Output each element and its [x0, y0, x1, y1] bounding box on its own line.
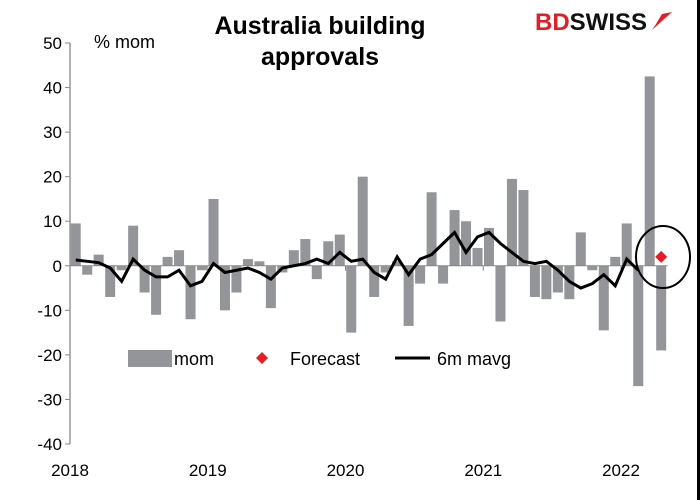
bar-mom: [541, 265, 552, 300]
bar-mom: [449, 210, 460, 266]
bar-mom: [105, 265, 116, 297]
y-tick-label: 20: [43, 168, 62, 187]
bar-mom: [151, 265, 162, 315]
bar-mom: [254, 261, 265, 266]
y-tick-label: 30: [43, 123, 62, 142]
bar-mom: [621, 223, 632, 266]
bar-mom: [265, 265, 276, 309]
bar-mom: [369, 265, 380, 297]
bar-mom: [461, 221, 472, 266]
legend-swatch-forecast: [256, 352, 268, 364]
bar-mom: [300, 239, 311, 266]
y-tick-label: 10: [43, 212, 62, 231]
x-tick-label: 2020: [327, 461, 365, 480]
bar-mom: [128, 225, 139, 266]
y-tick-label: 40: [43, 79, 62, 98]
bar-mom: [185, 265, 196, 320]
bar-mom: [575, 232, 586, 266]
chart-title-line-1: Australia building: [214, 12, 425, 40]
x-tick-label: 2021: [464, 461, 502, 480]
bar-mom: [644, 76, 655, 266]
svg-text:BDSWISS: BDSWISS: [535, 9, 647, 36]
series-6m-mavg-line: [75, 229, 640, 290]
legend-swatch-mom: [128, 350, 172, 367]
bar-mom: [323, 241, 334, 266]
bar-mom: [197, 265, 208, 271]
forecast-point: [655, 250, 668, 263]
bar-mom: [610, 256, 621, 266]
bar-mom: [357, 176, 368, 266]
bar-mom: [231, 265, 242, 293]
bar-mom: [506, 178, 517, 266]
bar-mom: [380, 265, 391, 273]
bar-mom: [472, 247, 483, 266]
bar-mom: [552, 265, 563, 293]
frame-border: [697, 0, 700, 500]
bar-mom: [208, 198, 219, 266]
y-axis-label: % mom: [94, 32, 155, 52]
chart-title-line-2: approvals: [261, 43, 379, 71]
bar-mom: [587, 265, 598, 271]
bar-mom: [392, 261, 403, 266]
bar-mom: [518, 190, 529, 266]
bar-mom: [139, 265, 150, 293]
logo-arrow-icon: [652, 12, 672, 30]
bar-mom: [116, 265, 127, 271]
bar-mom: [633, 265, 644, 387]
bar-mom: [82, 265, 93, 275]
bar-mom: [174, 250, 185, 266]
y-tick-label: -40: [37, 435, 62, 454]
y-tick-label: -30: [37, 390, 62, 409]
x-tick-label: 2019: [189, 461, 227, 480]
y-tick-label: 50: [43, 34, 62, 53]
bar-mom: [288, 250, 299, 266]
logo: BDSWISS: [535, 9, 672, 36]
bar-mom: [656, 265, 667, 351]
bar-mom: [438, 265, 449, 284]
x-tick-label: 2018: [51, 461, 89, 480]
bar-mom: [162, 256, 173, 266]
legend-label-forecast: Forecast: [290, 349, 360, 369]
legend-label-6m-mavg: 6m mavg: [437, 349, 511, 369]
bar-mom: [311, 265, 322, 280]
bar-mom: [242, 259, 253, 266]
legend-label-mom: mom: [174, 349, 214, 369]
bar-mom: [529, 265, 540, 297]
bar-mom: [483, 227, 494, 266]
bar-mom: [346, 265, 357, 333]
bar-mom: [495, 265, 506, 322]
y-tick-label: -10: [37, 301, 62, 320]
bar-mom: [219, 265, 230, 311]
bar-mom: [93, 254, 104, 266]
bar-mom: [426, 192, 437, 266]
bar-mom: [70, 223, 81, 266]
legend: mom Forecast 6m mavg: [128, 349, 511, 369]
x-tick-label: 2022: [602, 461, 640, 480]
bar-mom: [598, 265, 609, 331]
forecast-highlight-circle: [635, 225, 691, 289]
bar-mom: [415, 265, 426, 284]
y-tick-label: 0: [53, 257, 62, 276]
bar-mom: [403, 265, 414, 326]
logo-text-red: BD: [535, 9, 570, 36]
bar-mom: [334, 234, 345, 266]
logo-text-black: SWISS: [570, 9, 647, 36]
y-tick-label: -20: [37, 346, 62, 365]
